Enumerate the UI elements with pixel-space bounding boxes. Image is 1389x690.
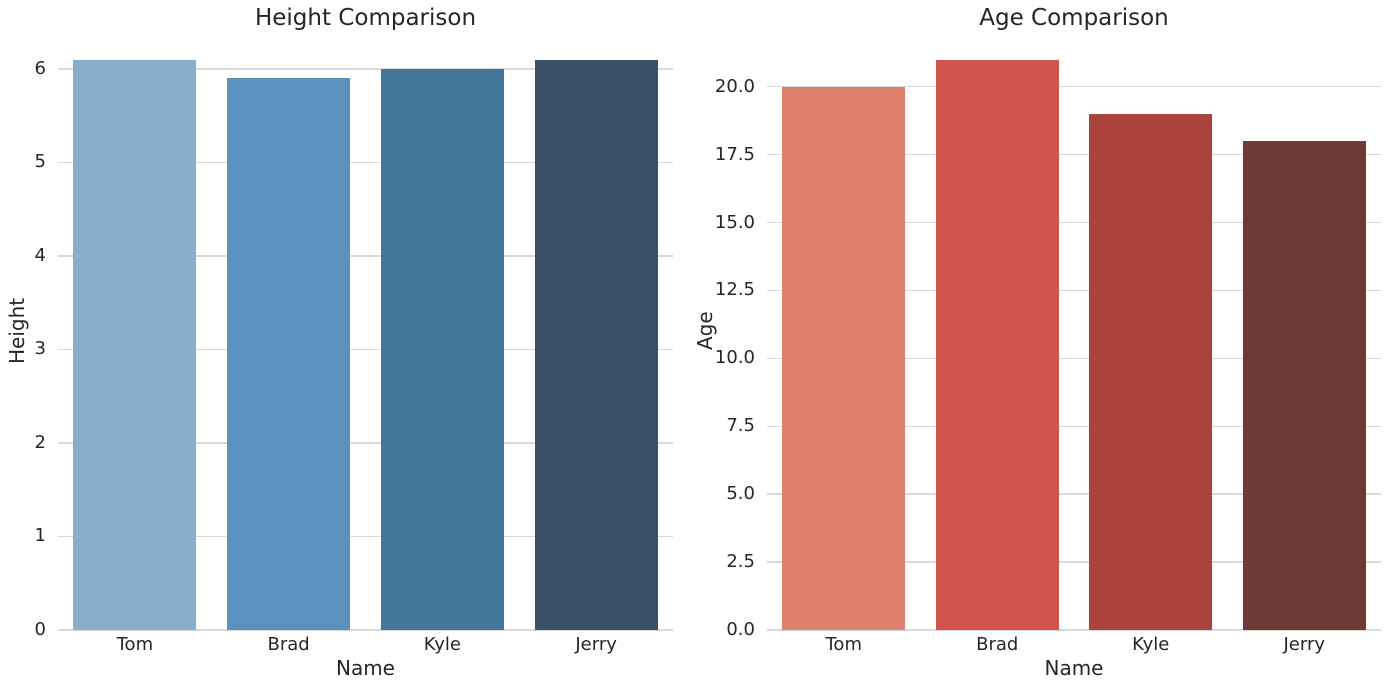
y-tick-label: 12.5 [714,279,755,301]
bar-brad [935,59,1059,630]
gridline [58,68,673,70]
y-tick-label: 4 [34,244,46,266]
bar-jerry [1242,141,1366,630]
gridline [767,221,1381,224]
gridline [767,629,1381,631]
bar-tom [73,59,197,630]
y-tick-label: 2 [34,431,46,453]
y-tick-label: 3 [34,338,46,360]
x-tick-label: Kyle [1132,634,1170,655]
y-axis-label: Age [693,311,717,350]
gridline [58,535,673,538]
bar-tom [782,86,906,630]
x-tick-label: Kyle [423,634,461,655]
chart-title: Height Comparison [254,5,477,31]
y-tick-label: 0.0 [726,619,755,640]
y-tick-label: 6 [34,57,46,79]
y-tick-label: 10.0 [714,347,755,369]
y-tick-label: 1 [34,525,46,547]
plot-area [767,31,1381,631]
gridline [58,442,673,444]
gridline [58,161,673,164]
x-tick-label: Tom [116,634,154,655]
bar-brad [227,78,351,630]
x-tick-label: Brad [976,634,1019,655]
y-tick-label: 2.5 [726,551,755,573]
bar-kyle [380,68,504,630]
plot-area [58,31,673,631]
y-tick-label: 5 [34,151,46,173]
y-tick-label: 17.5 [714,143,755,165]
gridline [58,255,673,257]
y-tick-label: 7.5 [726,415,755,437]
gridline [767,289,1381,292]
x-tick-label: Jerry [1283,634,1326,655]
y-tick-label: 5.0 [726,483,755,505]
gridline [767,493,1381,495]
y-tick-label: 15.0 [714,211,755,233]
bar-jerry [534,59,658,630]
gridline [58,348,673,351]
gridline [767,425,1381,428]
gridline [767,153,1381,156]
x-tick-label: Jerry [575,634,617,655]
chart-title: Age Comparison [979,5,1169,31]
gridline [58,629,673,631]
gridline [767,85,1381,88]
y-tick-label: 20.0 [714,75,755,97]
bar-kyle [1089,113,1213,630]
x-axis-label: Name [335,656,395,680]
x-axis-label: Name [1044,656,1104,680]
x-tick-label: Brad [267,634,310,655]
x-tick-label: Tom [825,634,862,655]
gridline [767,561,1381,563]
y-tick-label: 0 [34,619,46,640]
gridline [767,357,1381,360]
